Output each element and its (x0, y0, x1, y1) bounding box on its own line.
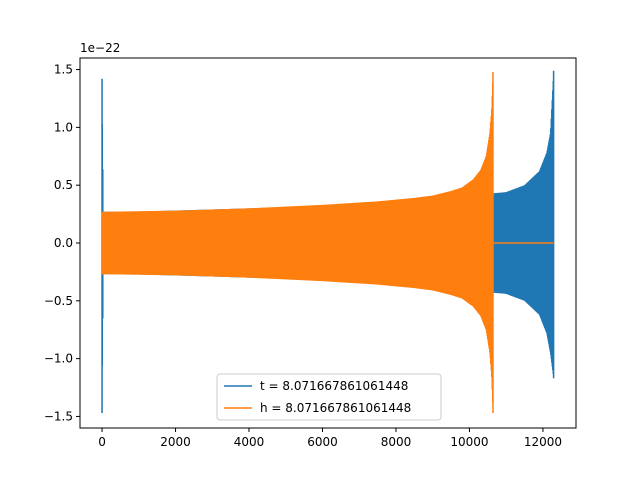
x-tick-label: 10000 (450, 435, 488, 449)
y-tick-label: −1.5 (44, 409, 73, 423)
plot-area (101, 70, 555, 413)
x-tick-label: 12000 (524, 435, 562, 449)
y-tick-label: 0.5 (54, 178, 73, 192)
x-tick-label: 4000 (234, 435, 265, 449)
series-line (101, 82, 494, 403)
series-h (101, 71, 554, 413)
legend: t = 8.071667861061448 h = 8.071667861061… (216, 373, 442, 421)
y-tick-label: −0.5 (44, 294, 73, 308)
x-tick-label: 0 (98, 435, 106, 449)
x-axis: 0 2000 4000 6000 8000 10000 12000 (98, 428, 562, 449)
y-tick-label: −1.0 (44, 352, 73, 366)
y-offset-label: 1e−22 (80, 41, 120, 55)
x-tick-label: 8000 (381, 435, 412, 449)
y-tick-label: 1.5 (54, 63, 73, 77)
legend-box (216, 373, 442, 421)
y-tick-label: 1.0 (54, 120, 73, 134)
legend-label-h: h = 8.071667861061448 (260, 401, 411, 415)
y-tick-label: 0.0 (54, 236, 73, 250)
x-tick-label: 6000 (307, 435, 338, 449)
legend-label-t: t = 8.071667861061448 (260, 379, 408, 393)
x-tick-label: 2000 (160, 435, 191, 449)
y-axis: −1.5 −1.0 −0.5 0.0 0.5 1.0 1.5 (44, 63, 80, 423)
